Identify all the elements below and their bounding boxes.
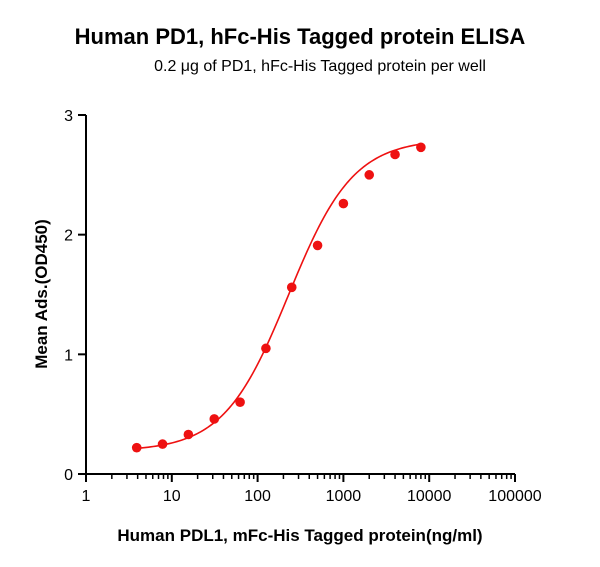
x-tick-label: 10 (163, 488, 181, 505)
fit-curve-group (136, 143, 422, 450)
data-point (209, 414, 220, 424)
x-tick-label: 1000 (326, 488, 362, 505)
data-point (235, 397, 245, 408)
data-points (131, 142, 426, 453)
data-point (261, 343, 271, 354)
data-point (183, 429, 194, 440)
x-axis-label: Human PDL1, mFc-His Tagged protein(ng/ml… (117, 526, 482, 545)
fit-curve (136, 143, 422, 450)
chart-title: Human PD1, hFc-His Tagged protein ELISA (74, 24, 526, 49)
x-tick-label: 10000 (407, 488, 452, 505)
data-point (416, 142, 426, 153)
chart-subtitle: 0.2 μg of PD1, hFc-His Tagged protein pe… (154, 58, 486, 75)
y-tick-label: 2 (64, 228, 73, 245)
data-point (364, 170, 375, 180)
data-point (390, 149, 400, 160)
data-point (157, 439, 168, 449)
x-tick-label: 100000 (488, 488, 541, 505)
x-tick-label: 100 (244, 488, 271, 505)
y-axis-label: Mean Ads.(OD450) (32, 219, 51, 369)
x-tick-label: 1 (82, 488, 91, 505)
data-point (131, 442, 142, 453)
data-point (312, 240, 323, 251)
y-tick-label: 1 (64, 347, 73, 364)
data-point (338, 198, 349, 209)
y-tick-label: 0 (64, 467, 73, 484)
y-tick-label: 3 (64, 108, 73, 125)
data-point (286, 282, 297, 293)
